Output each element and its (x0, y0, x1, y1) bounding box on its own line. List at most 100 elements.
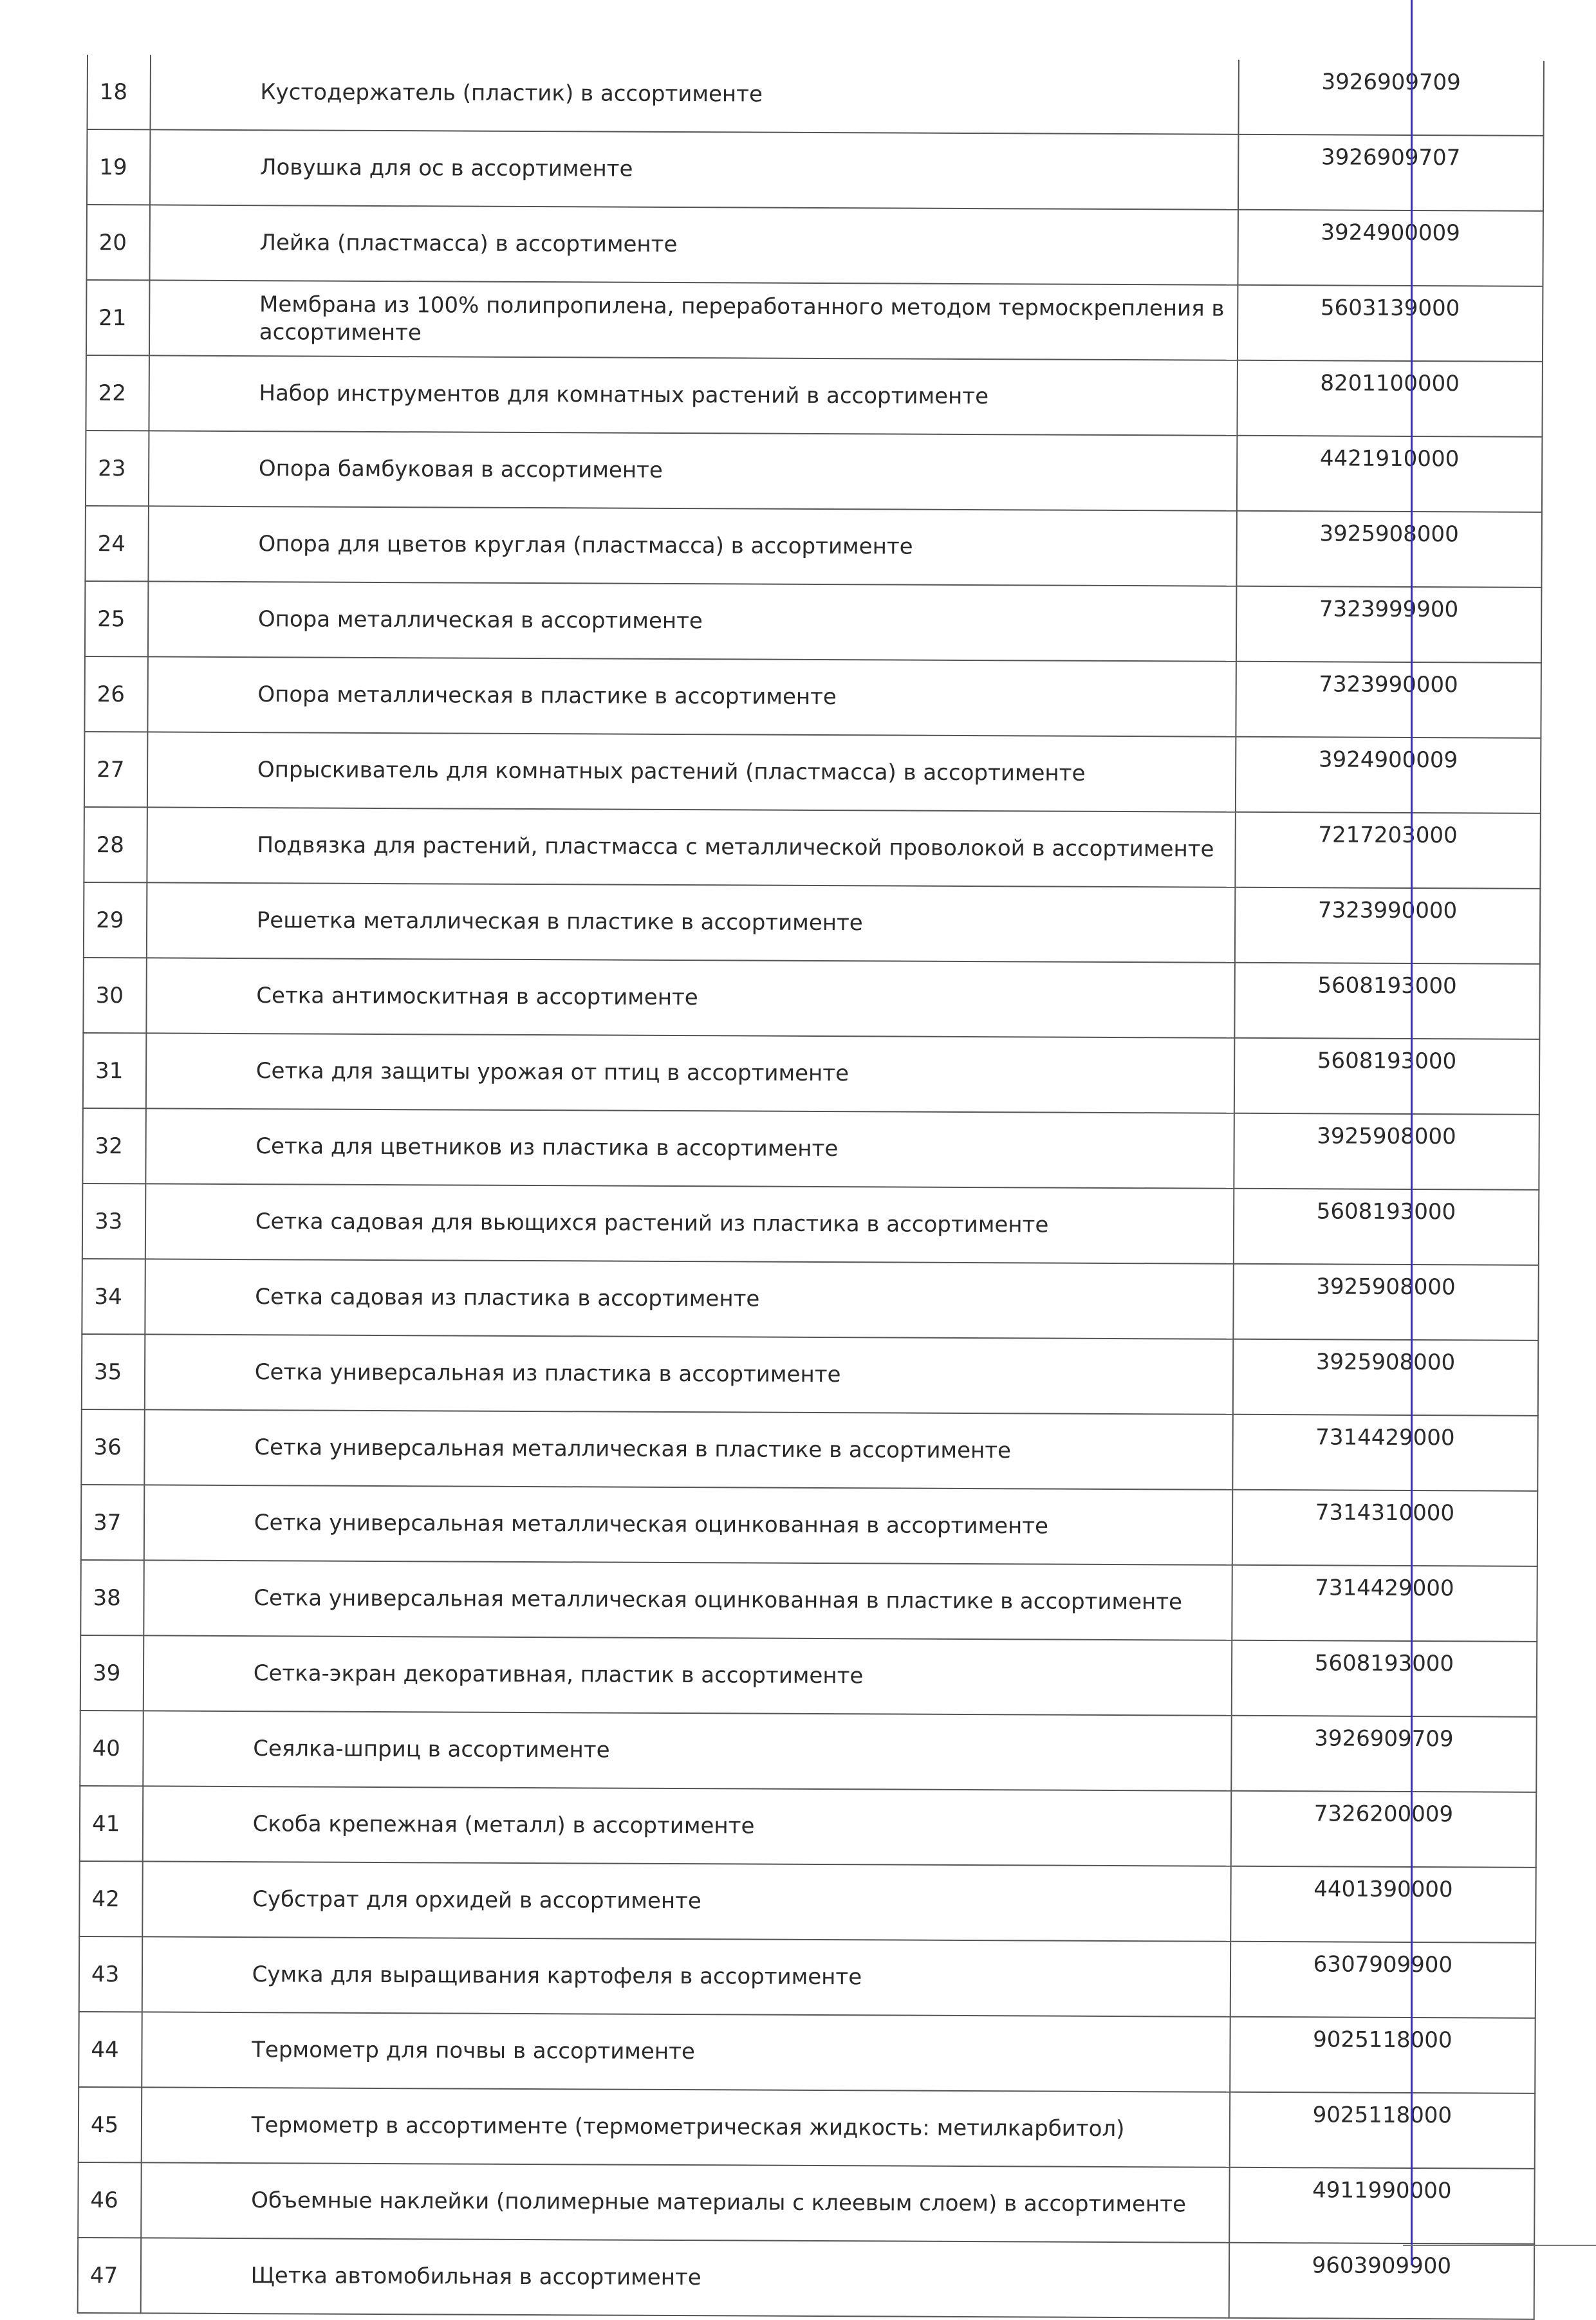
product-name: Сетка антимоскитная в ассортименте (146, 958, 1235, 1038)
table-row: 33 Сетка садовая для вьющихся растений из… (82, 1183, 1539, 1265)
table-row: 30 Сетка антимоскитная в ассортименте 5608… (83, 957, 1540, 1039)
product-name: Термометр в ассортименте (термометрическ… (141, 2087, 1230, 2167)
row-number: 47 (77, 2237, 141, 2314)
row-number: 41 (79, 1785, 143, 1862)
table-row: 37 Сетка универсальная металлическая оцин… (80, 1484, 1538, 1566)
row-number: 34 (82, 1258, 145, 1335)
product-name: Сетка садовая из пластика в ассортименте (145, 1259, 1234, 1339)
row-number: 42 (79, 1861, 143, 1937)
hs-code: 3926909709 (1230, 1715, 1537, 1792)
table-row: 32 Сетка для цветников из пластика в ассо… (82, 1108, 1539, 1190)
table-row: 44 Термометр для почвы в ассортименте 9025… (79, 2011, 1536, 2093)
product-name: Объемные наклейки (полимерные материалы … (140, 2162, 1230, 2243)
product-name: Решетка металлическая в пластике в ассор… (146, 882, 1236, 963)
product-name: Сеялка-шприц в ассортименте (142, 1711, 1232, 1791)
hs-code: 5608193000 (1234, 1037, 1540, 1115)
row-number: 29 (83, 882, 147, 958)
row-number: 31 (82, 1032, 147, 1109)
product-name: Сетка универсальная металлическая оцинко… (144, 1560, 1232, 1640)
hs-code: 9025118000 (1229, 2092, 1536, 2169)
hs-code: 7314429000 (1231, 1564, 1537, 1642)
blue-pen-line (1411, 0, 1413, 2265)
row-number: 24 (85, 505, 149, 582)
product-name: Сетка-экран декоративная, пластик в ассо… (143, 1635, 1232, 1716)
footer-rule (1403, 2245, 1596, 2246)
table-row: 25 Опора металлическая в ассортименте 7323… (84, 580, 1542, 663)
row-number: 33 (82, 1183, 146, 1259)
row-number: 21 (86, 280, 150, 356)
hs-code: 8201100000 (1237, 360, 1543, 437)
hs-code: 3924900009 (1235, 736, 1541, 813)
table-row: 29 Решетка металлическая в пластике в асс… (83, 882, 1541, 964)
hs-code: 5608193000 (1231, 1640, 1537, 1717)
product-name: Опора бамбуковая в ассортименте (148, 431, 1238, 511)
product-name: Опора металлическая в ассортименте (147, 581, 1237, 662)
table-row: 41 Скоба крепежная (металл) в ассортимент… (79, 1785, 1537, 1868)
table-row: 42 Субстрат для орхидей в ассортименте 440… (79, 1861, 1536, 1943)
hs-code: 5603139000 (1237, 284, 1543, 362)
hs-code: 3925908000 (1232, 1263, 1539, 1341)
row-number: 39 (80, 1635, 144, 1711)
row-number: 44 (79, 2011, 142, 2088)
table-row: 39 Сетка-экран декоративная, пластик в ас… (80, 1635, 1537, 1717)
row-number: 43 (79, 1936, 142, 2012)
product-name: Сетка универсальная из пластика в ассорт… (144, 1334, 1233, 1415)
row-number: 22 (86, 355, 149, 431)
hs-code: 5608193000 (1233, 1188, 1539, 1265)
table-row: 24 Опора для цветов круглая (пластмасса) … (85, 505, 1542, 588)
product-name: Опора для цветов круглая (пластмасса) в … (148, 506, 1237, 586)
hs-code: 7314429000 (1232, 1414, 1538, 1491)
goods-table: 18 Кустодержатель (пластик) в ассортимент… (77, 55, 1545, 2320)
hs-code: 3925908000 (1236, 510, 1542, 588)
hs-code: 3924900009 (1238, 209, 1543, 286)
table-row: 18 Кустодержатель (пластик) в ассортимент… (87, 55, 1544, 136)
table-row: 20 Лейка (пластмасса) в ассортименте 39249… (86, 205, 1543, 286)
row-number: 32 (82, 1108, 146, 1184)
row-number: 30 (83, 957, 147, 1034)
table-row: 21 Мембрана из 100% полипропилена, перера… (86, 280, 1543, 362)
hs-code: 9025118000 (1229, 2016, 1536, 2093)
product-name: Кустодержатель (пластик) в ассортименте (150, 55, 1239, 135)
table-row: 45 Термометр в ассортименте (термометриче… (78, 2086, 1536, 2169)
row-number: 26 (84, 656, 148, 732)
table-row: 38 Сетка универсальная металлическая оцин… (80, 1559, 1537, 1642)
hs-code: 7323999900 (1236, 586, 1542, 663)
row-number: 37 (80, 1484, 145, 1561)
hs-code: 7326200009 (1230, 1790, 1537, 1868)
hs-code: 4911990000 (1229, 2167, 1535, 2244)
table-row: 35 Сетка универсальная из пластика в ассо… (81, 1333, 1539, 1416)
product-name: Набор инструментов для комнатных растени… (149, 355, 1238, 436)
product-name: Сумка для выращивания картофеля в ассорт… (142, 1936, 1230, 2017)
hs-code: 7217203000 (1235, 812, 1541, 889)
hs-code: 9603909900 (1229, 2242, 1535, 2319)
table-row: 23 Опора бамбуковая в ассортименте 4421910… (85, 430, 1543, 512)
hs-code: 6307909900 (1230, 1941, 1536, 2018)
hs-code: 5608193000 (1234, 962, 1540, 1039)
hs-code: 3926909709 (1238, 59, 1544, 136)
table-row: 19 Ловушка для ос в ассортименте 392690970… (86, 129, 1544, 211)
row-number: 20 (86, 205, 150, 281)
product-name: Скоба крепежная (металл) в ассортименте (142, 1786, 1231, 1866)
hs-code: 7314310000 (1232, 1489, 1538, 1566)
row-number: 23 (85, 430, 149, 506)
table-row: 46 Объемные наклейки (полимерные материал… (78, 2162, 1535, 2244)
table-row: 31 Сетка для защиты урожая от птиц в ассо… (82, 1032, 1540, 1115)
product-name: Опора металлическая в пластике в ассорти… (147, 656, 1236, 737)
row-number: 27 (84, 731, 148, 808)
table-row: 47 Щетка автомобильная в ассортименте 9603… (77, 2237, 1535, 2319)
table-row: 27 Опрыскиватель для комнатных растений (… (84, 731, 1541, 813)
row-number: 28 (84, 806, 147, 883)
table-row: 26 Опора металлическая в пластике в ассор… (84, 656, 1541, 738)
row-number: 18 (87, 55, 151, 130)
row-number: 19 (86, 129, 151, 205)
product-name: Сетка для защиты урожая от птиц в ассорт… (145, 1033, 1234, 1113)
table-row: 34 Сетка садовая из пластика в ассортимен… (82, 1258, 1539, 1341)
row-number: 25 (84, 580, 149, 657)
hs-code: 4421910000 (1236, 435, 1543, 512)
hs-code: 3925908000 (1233, 1113, 1539, 1190)
product-name: Сетка универсальная металлическая в плас… (144, 1409, 1233, 1490)
product-name: Термометр для почвы в ассортименте (141, 2012, 1230, 2092)
table-row: 43 Сумка для выращивания картофеля в ассо… (79, 1936, 1536, 2018)
row-number: 36 (81, 1409, 145, 1485)
hs-code: 4401390000 (1230, 1866, 1536, 1943)
